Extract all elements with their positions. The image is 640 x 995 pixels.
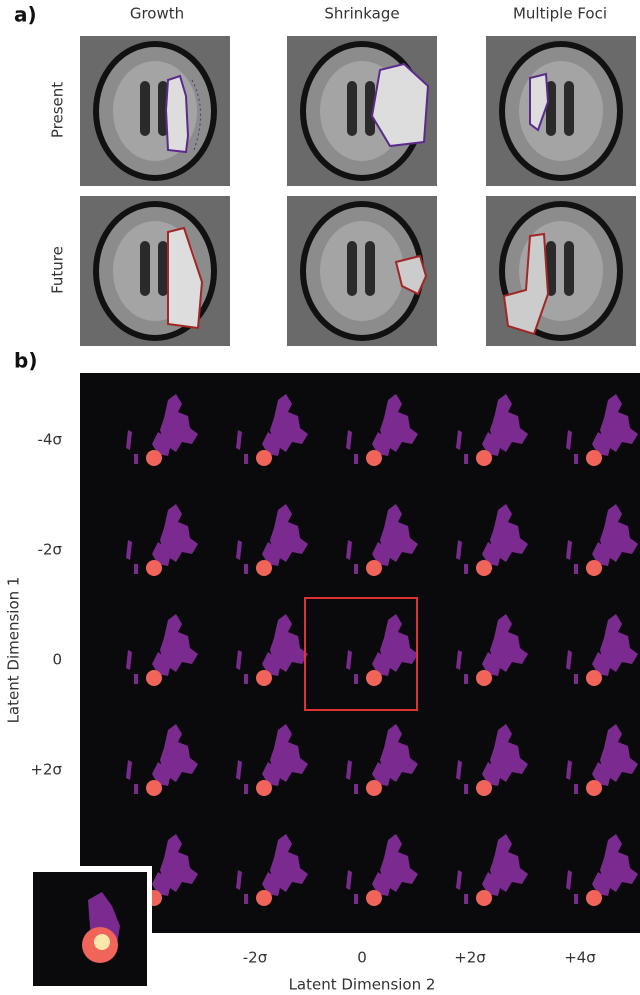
brain-image [80,196,230,346]
x-tick-label: -2σ [243,949,268,967]
brain-image [287,36,437,186]
inset [28,866,152,992]
y-tick-label: -2σ [38,541,63,559]
highlight-box [304,597,418,711]
panel-label: a) [14,3,37,27]
column-header: Shrinkage [324,5,399,23]
x-axis-title: Latent Dimension 2 [289,976,436,994]
y-tick-label: 0 [52,651,62,669]
column-header: Multiple Foci [513,5,607,23]
brain-image [80,36,230,186]
y-tick-label: -4σ [38,431,63,449]
row-label: Present [49,82,67,138]
x-tick-label: +4σ [564,949,596,967]
brain-image [287,196,437,346]
y-tick-label: +2σ [30,761,62,779]
brain-image [486,36,636,186]
brain-image [486,196,636,346]
y-axis-title: Latent Dimension 1 [5,577,23,724]
x-tick-label: +2σ [454,949,486,967]
row-label: Future [49,246,67,294]
x-tick-label: 0 [357,949,367,967]
column-header: Growth [130,5,184,23]
panel-label: b) [14,349,37,373]
